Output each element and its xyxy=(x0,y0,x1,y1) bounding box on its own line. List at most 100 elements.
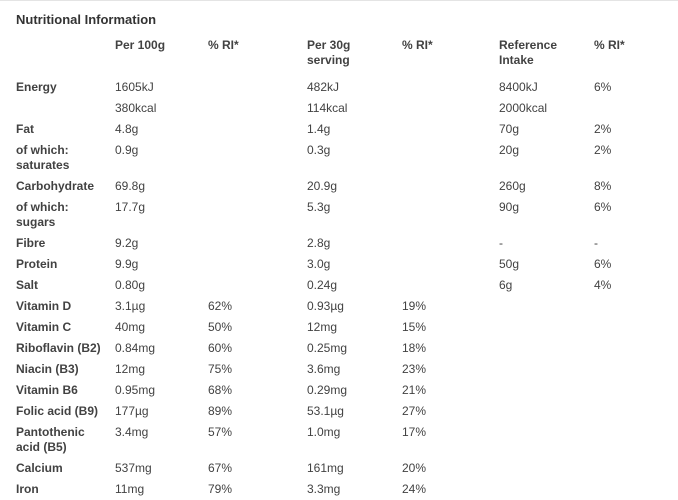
per-100g-value: 537mg xyxy=(115,461,152,475)
reference-intake-ri-value xyxy=(594,380,662,401)
per-30g-value: 114kcal xyxy=(307,101,348,115)
nutrient-label: Folic acid (B9) xyxy=(16,404,99,418)
per-100g-ri-value: 67% xyxy=(208,461,233,475)
nutrient-label: Carbohydrate xyxy=(16,179,95,193)
nutrient-label: Calcium xyxy=(16,461,63,475)
nutrient-label: Niacin (B3) xyxy=(16,362,79,376)
table-row: Fat 4.8g 1.4g 70g 2% xyxy=(16,119,662,140)
table-row: 380kcal 114kcal 2000kcal xyxy=(16,98,662,119)
header-blank xyxy=(16,28,115,77)
per-100g-value: 0.9g xyxy=(115,143,139,157)
per-30g-ri-value: 21% xyxy=(402,383,427,397)
per-100g-value: 0.80g xyxy=(115,278,146,292)
per-100g-ri-value: 68% xyxy=(208,383,233,397)
per-30g-value: 20.9g xyxy=(307,179,338,193)
nutrient-label: Fibre xyxy=(16,236,46,250)
reference-intake-ri-value: 6% xyxy=(594,200,612,214)
reference-intake-value xyxy=(499,317,594,338)
per-30g-ri-value xyxy=(402,233,499,254)
per-100g-value: 12mg xyxy=(115,362,146,376)
reference-intake-ri-value xyxy=(594,317,662,338)
per-30g-ri-value xyxy=(402,254,499,275)
per-30g-ri-value: 15% xyxy=(402,320,427,334)
header-reference-intake: Reference Intake xyxy=(499,38,558,67)
per-30g-value: 482kJ xyxy=(307,80,340,94)
reference-intake-ri-value: 4% xyxy=(594,278,612,292)
reference-intake-ri-value xyxy=(594,401,662,422)
per-30g-value: 1.0mg xyxy=(307,425,341,439)
nutrient-label: Energy xyxy=(16,80,57,94)
table-row: Vitamin D 3.1µg 62% 0.93µg 19% xyxy=(16,296,662,317)
per-100g-ri-value: 62% xyxy=(208,299,233,313)
per-30g-value: 2.8g xyxy=(307,236,331,250)
per-100g-value: 0.84mg xyxy=(115,341,156,355)
per-100g-ri-value: 60% xyxy=(208,341,233,355)
reference-intake-value: 2000kcal xyxy=(499,101,548,115)
per-30g-ri-value: 27% xyxy=(402,404,427,418)
per-30g-value: 0.24g xyxy=(307,278,338,292)
table-header-row: Per 100g % RI* Per 30g serving % RI* Ref… xyxy=(16,28,662,77)
per-30g-value: 3.6mg xyxy=(307,362,341,376)
per-100g-value: 177µg xyxy=(115,404,149,418)
per-30g-ri-value xyxy=(402,119,499,140)
per-100g-ri-value xyxy=(208,119,307,140)
per-30g-ri-value: 24% xyxy=(402,482,427,496)
nutrient-label: Protein xyxy=(16,257,58,271)
per-100g-value: 380kcal xyxy=(115,101,157,115)
reference-intake-value: 90g xyxy=(499,200,520,214)
table-row: Niacin (B3) 12mg 75% 3.6mg 23% xyxy=(16,359,662,380)
per-100g-ri-value xyxy=(208,140,307,176)
per-30g-ri-value xyxy=(402,77,499,98)
nutrient-label: Riboflavin (B2) xyxy=(16,341,101,355)
per-100g-value: 3.4mg xyxy=(115,425,149,439)
reference-intake-ri-value: 8% xyxy=(594,179,612,193)
per-100g-value: 69.8g xyxy=(115,179,146,193)
header-ri-per-30g: % RI* xyxy=(402,38,433,52)
reference-intake-ri-value xyxy=(594,98,662,119)
table-row: Carbohydrate 69.8g 20.9g 260g 8% xyxy=(16,176,662,197)
reference-intake-ri-value: - xyxy=(594,236,598,250)
nutrient-label: Vitamin C xyxy=(16,320,72,334)
reference-intake-ri-value xyxy=(594,359,662,380)
reference-intake-value xyxy=(499,338,594,359)
per-30g-value: 161mg xyxy=(307,461,344,475)
table-row: Calcium 537mg 67% 161mg 20% xyxy=(16,458,662,479)
reference-intake-value: 70g xyxy=(499,122,520,136)
table-row: of which: sugars 17.7g 5.3g 90g 6% xyxy=(16,197,662,233)
reference-intake-value xyxy=(499,458,594,479)
per-100g-ri-value xyxy=(208,233,307,254)
table-row: Folic acid (B9) 177µg 89% 53.1µg 27% xyxy=(16,401,662,422)
reference-intake-value: 20g xyxy=(499,143,520,157)
per-100g-value: 0.95mg xyxy=(115,383,156,397)
per-100g-value: 40mg xyxy=(115,320,146,334)
reference-intake-value xyxy=(499,422,594,458)
table-row: Vitamin C 40mg 50% 12mg 15% xyxy=(16,317,662,338)
per-100g-value: 3.1µg xyxy=(115,299,146,313)
per-30g-ri-value: 18% xyxy=(402,341,427,355)
nutrient-label: of which: sugars xyxy=(16,200,69,229)
nutrition-table: Per 100g % RI* Per 30g serving % RI* Ref… xyxy=(16,28,662,500)
per-30g-value: 0.3g xyxy=(307,143,331,157)
per-100g-ri-value: 57% xyxy=(208,425,233,439)
per-30g-ri-value: 17% xyxy=(402,425,427,439)
header-ri-per-100g: % RI* xyxy=(208,38,239,52)
reference-intake-value xyxy=(499,380,594,401)
per-30g-value: 3.0g xyxy=(307,257,331,271)
reference-intake-value: - xyxy=(499,236,503,250)
nutrient-label: Salt xyxy=(16,278,39,292)
per-100g-ri-value xyxy=(208,176,307,197)
reference-intake-ri-value xyxy=(594,422,662,458)
reference-intake-ri-value xyxy=(594,479,662,500)
nutrient-label: Fat xyxy=(16,122,34,136)
per-100g-value: 4.8g xyxy=(115,122,139,136)
reference-intake-value: 260g xyxy=(499,179,526,193)
per-100g-ri-value xyxy=(208,254,307,275)
per-30g-value: 0.29mg xyxy=(307,383,348,397)
per-30g-ri-value xyxy=(402,197,499,233)
table-row: Salt 0.80g 0.24g 6g 4% xyxy=(16,275,662,296)
header-ri-reference: % RI* xyxy=(594,38,625,52)
table-row: Energy 1605kJ 482kJ 8400kJ 6% xyxy=(16,77,662,98)
per-30g-value: 5.3g xyxy=(307,200,331,214)
reference-intake-value xyxy=(499,401,594,422)
